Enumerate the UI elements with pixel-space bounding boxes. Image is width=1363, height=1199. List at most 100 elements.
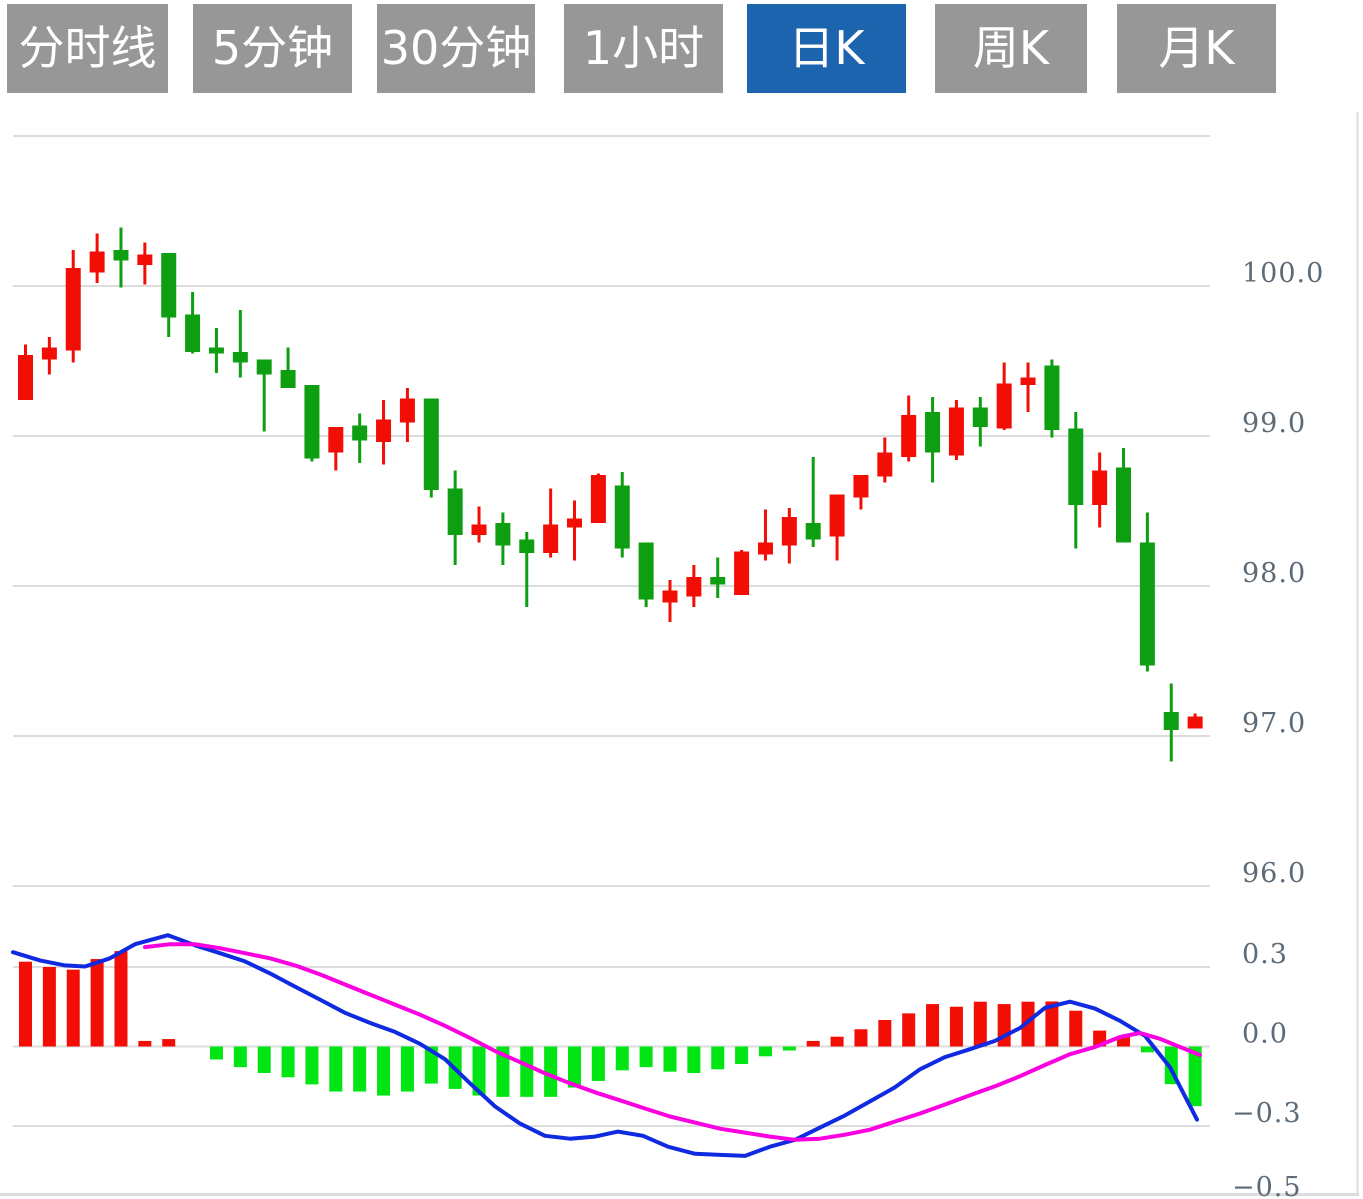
- tab-weekly-k[interactable]: 周K: [935, 4, 1087, 93]
- candle-body-down: [161, 253, 177, 318]
- macd-histogram-bar: [472, 1046, 486, 1096]
- macd-histogram-bar: [591, 1046, 605, 1081]
- candle-body-up: [662, 590, 678, 603]
- candle-body-up: [328, 427, 344, 453]
- macd-histogram-bar: [66, 969, 80, 1047]
- macd-histogram-bar: [663, 1046, 677, 1072]
- macd-histogram-bar: [209, 1046, 223, 1060]
- candle-body-up: [471, 524, 487, 535]
- macd-histogram-bar: [400, 1046, 414, 1092]
- macd-histogram-bar: [42, 967, 56, 1047]
- candle-body-down: [208, 347, 224, 354]
- candle-body-up: [376, 419, 392, 442]
- macd-histogram-bar: [973, 1001, 987, 1047]
- macd-axis-label: 0.3: [1242, 939, 1288, 970]
- candle-body-up: [877, 452, 893, 477]
- macd-histogram-bar: [830, 1036, 844, 1047]
- price-axis-label: 99.0: [1242, 408, 1306, 439]
- candle-body-down: [638, 542, 654, 600]
- candle-body-down: [1068, 428, 1084, 505]
- macd-histogram-bar: [1069, 1010, 1083, 1047]
- candle-body-up: [853, 475, 869, 498]
- candle-body-up: [1187, 716, 1203, 729]
- candle-body-up: [1020, 377, 1036, 385]
- macd-histogram-bar: [424, 1046, 438, 1084]
- macd-histogram-bar: [758, 1046, 772, 1057]
- macd-histogram-bar: [806, 1040, 820, 1047]
- macd-histogram-bar: [1021, 1001, 1035, 1047]
- candle-body-down: [232, 352, 248, 363]
- tab-5min[interactable]: 5分钟: [193, 4, 352, 93]
- candle-body-down: [447, 488, 463, 535]
- macd-histogram-bar: [735, 1046, 749, 1064]
- candle-body-down: [423, 398, 439, 490]
- macd-histogram-bar: [520, 1046, 534, 1097]
- candle-body-down: [495, 523, 511, 546]
- macd-histogram-bar: [353, 1046, 367, 1092]
- candle-body-down: [1163, 712, 1179, 730]
- macd-histogram-bar: [329, 1046, 343, 1092]
- candle-body-up: [137, 254, 153, 265]
- price-axis-label: 98.0: [1242, 558, 1306, 589]
- tab-1hour[interactable]: 1小时: [564, 4, 723, 93]
- macd-histogram-bar: [949, 1006, 963, 1047]
- candle-body-down: [1116, 467, 1132, 543]
- price-axis-label: 96.0: [1242, 858, 1306, 889]
- macd-axis-label: 0.0: [1242, 1019, 1288, 1050]
- macd-histogram-bar: [138, 1040, 152, 1047]
- candle-body-up: [543, 524, 559, 553]
- candle-body-down: [925, 412, 941, 453]
- candle-body-down: [805, 523, 821, 540]
- macd-histogram-bar: [782, 1046, 796, 1051]
- macd-histogram-bar: [1140, 1046, 1154, 1053]
- tab-timeline[interactable]: 分时线: [7, 4, 168, 93]
- macd-histogram-bar: [1045, 1001, 1059, 1047]
- candle-body-up: [41, 347, 57, 360]
- macd-histogram-bar: [496, 1046, 510, 1097]
- macd-histogram-bar: [878, 1020, 892, 1047]
- candle-body-up: [901, 415, 917, 457]
- dif-line: [11, 933, 1199, 1158]
- macd-axis-label: −0.3: [1232, 1098, 1302, 1129]
- price-axis-label: 100.0: [1242, 258, 1324, 289]
- candle-body-down: [113, 250, 129, 261]
- candle-body-up: [734, 551, 750, 595]
- candle-body-down: [256, 359, 272, 375]
- candle-body-down: [304, 385, 320, 459]
- candle-body-up: [567, 518, 583, 528]
- macd-histogram-bar: [377, 1046, 391, 1096]
- price-axis-label: 97.0: [1242, 708, 1306, 739]
- macd-histogram-bar: [1117, 1036, 1131, 1047]
- candle-body-down: [280, 370, 296, 388]
- candle-body-down: [519, 539, 535, 553]
- candle-body-up: [686, 577, 702, 597]
- tab-daily-k[interactable]: 日K: [747, 4, 906, 93]
- macd-histogram-bar: [544, 1046, 558, 1097]
- candle-body-down: [1044, 365, 1060, 430]
- macd-histogram-bar: [711, 1046, 725, 1070]
- tab-monthly-k[interactable]: 月K: [1117, 4, 1276, 93]
- candle-body-down: [1139, 542, 1155, 666]
- candle-body-up: [757, 542, 773, 555]
- candle-body-up: [948, 407, 964, 456]
- macd-histogram-bar: [854, 1029, 868, 1047]
- candle-body-down: [710, 577, 726, 585]
- macd-axis-label: −0.5: [1232, 1172, 1302, 1199]
- macd-histogram-bar: [926, 1004, 940, 1047]
- candle-body-up: [65, 268, 81, 351]
- macd-histogram-bar: [281, 1046, 295, 1078]
- candle-body-up: [829, 494, 845, 537]
- tab-30min[interactable]: 30分钟: [377, 4, 535, 93]
- macd-histogram-bar: [615, 1046, 629, 1071]
- macd-histogram-bar: [568, 1046, 582, 1088]
- candle-body-down: [185, 314, 201, 352]
- macd-histogram-bar: [162, 1039, 176, 1047]
- macd-histogram-bar: [1188, 1046, 1202, 1107]
- candle-body-up: [590, 475, 606, 523]
- candle-body-down: [614, 485, 630, 549]
- macd-histogram-bar: [902, 1013, 916, 1047]
- candle-body-down: [972, 407, 988, 427]
- candle-body-up: [18, 355, 33, 400]
